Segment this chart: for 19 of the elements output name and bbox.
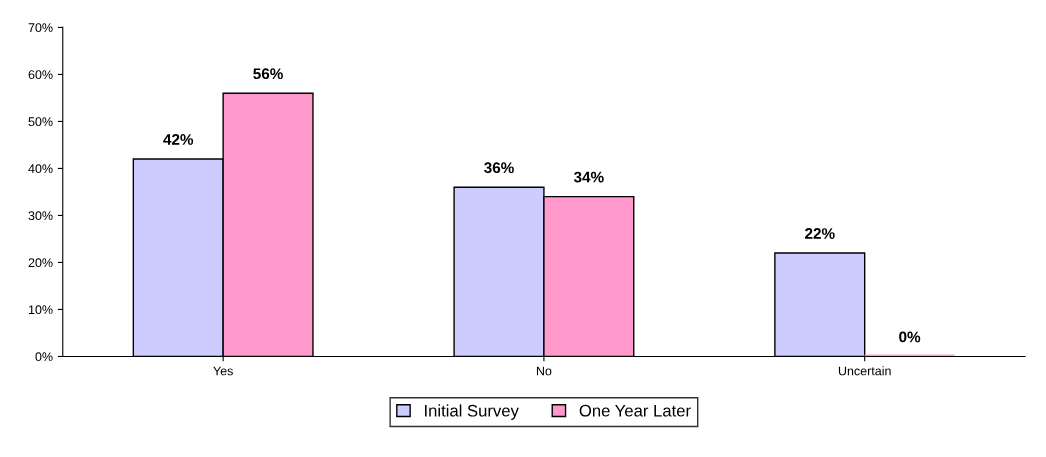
y-tick-label: 40%: [28, 164, 53, 174]
data-label: 42%: [163, 134, 194, 145]
x-tick-label: Yes: [213, 366, 233, 376]
y-tick-label: 30%: [28, 211, 53, 221]
y-tick-label: 50%: [28, 117, 53, 127]
y-tick-label: 0%: [35, 352, 53, 362]
data-label: 0%: [899, 331, 921, 343]
data-label: 56%: [253, 68, 283, 80]
x-tick-label: No: [536, 366, 552, 376]
y-tick-label: 10%: [28, 305, 53, 315]
x-tick-label: Uncertain: [838, 366, 891, 376]
y-tick-label: 20%: [28, 258, 53, 268]
data-label: 22%: [805, 228, 835, 239]
data-label: 36%: [484, 162, 514, 174]
data-label: 34%: [573, 171, 604, 183]
legend-label: One Year Later: [579, 404, 691, 417]
y-tick-label: 60%: [28, 70, 53, 80]
y-tick-label: 70%: [28, 23, 53, 33]
legend-label: Initial Survey: [425, 404, 519, 420]
